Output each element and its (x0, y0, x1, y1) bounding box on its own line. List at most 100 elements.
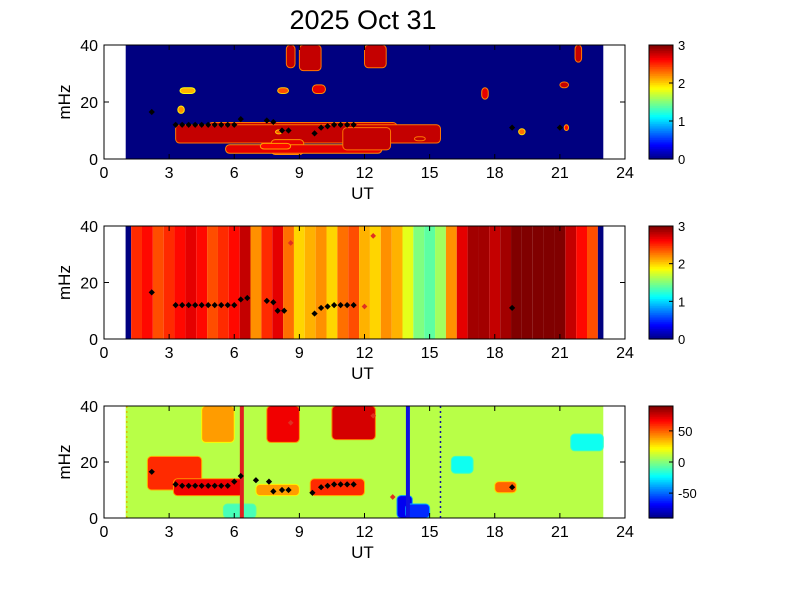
colorbar-segment (649, 130, 673, 133)
colorbar-segment (649, 488, 673, 491)
colorbar-segment (649, 89, 673, 92)
peak-marker (337, 481, 344, 488)
x-tick-label: 9 (295, 165, 304, 182)
heatmap-patch (331, 406, 376, 441)
colorbar-segment (649, 61, 673, 64)
colorbar-segment (649, 62, 673, 66)
x-tick-label: 3 (165, 524, 174, 541)
colorbar-segment (649, 497, 673, 500)
colorbar-segment (649, 233, 673, 236)
x-axis-label: UT (351, 184, 374, 203)
colorbar-segment (649, 59, 673, 62)
peak-marker (344, 301, 351, 309)
colorbar-segment (649, 308, 673, 312)
heatmap-column (489, 226, 501, 339)
heatmap-column (424, 226, 436, 339)
heatmap-column (196, 226, 208, 339)
y-tick-label: 0 (89, 152, 98, 169)
colorbar-segment (649, 289, 673, 292)
heatmap-column (500, 226, 512, 339)
colorbar-segment (649, 85, 673, 89)
colorbar-segment (649, 250, 673, 254)
colorbar-segment (649, 423, 673, 426)
y-tick-label: 0 (89, 332, 98, 349)
colorbar-segment (649, 100, 673, 103)
colorbar-segment (649, 151, 673, 155)
colorbar-segment (649, 507, 673, 510)
colorbar-segment (649, 141, 673, 144)
colorbar-segment (649, 45, 673, 48)
colorbar-segment (649, 502, 673, 505)
heatmap-column (380, 226, 392, 339)
colorbar-segment (649, 337, 673, 340)
colorbar-segment (649, 326, 673, 330)
peak-marker (309, 489, 316, 496)
colorbar-segment (649, 57, 673, 60)
peak-marker (179, 121, 186, 128)
colorbar-segment (649, 132, 673, 135)
colorbar-segment (649, 257, 673, 261)
colorbar-segment (649, 310, 673, 314)
colorbar-segment (649, 78, 673, 82)
peak-marker (192, 121, 199, 128)
peak-marker (344, 481, 351, 488)
colorbar-segment (649, 500, 673, 503)
heatmap-column (141, 226, 153, 339)
x-tick-label: 24 (616, 524, 634, 541)
peak-marker (274, 307, 281, 314)
colorbar-segment (649, 268, 673, 271)
colorbar-segment (649, 229, 673, 232)
colorbar-segment (649, 155, 673, 158)
x-tick-label: 12 (356, 524, 374, 541)
colorbar-segment (649, 430, 673, 433)
colorbar-segment (649, 71, 673, 75)
heatmap-patch (298, 45, 322, 72)
heatmap-column (348, 226, 360, 339)
peak-marker (270, 299, 277, 306)
colorbar-segment (649, 150, 673, 153)
x-tick-label: 21 (551, 524, 569, 541)
heatmap-column (565, 226, 577, 339)
heatmap-column (521, 226, 533, 339)
heatmap-column (131, 226, 142, 339)
colorbar-tick-label: 1 (678, 294, 685, 309)
x-tick-label: 12 (356, 345, 374, 362)
peak-marker (337, 301, 344, 309)
colorbar-segment (649, 435, 673, 439)
y-tick-label: 0 (89, 511, 98, 528)
colorbar-segment (649, 107, 673, 110)
colorbar-segment (649, 137, 673, 141)
colorbar-segment (649, 317, 673, 321)
heatmap-column (217, 226, 229, 339)
colorbar-segment (649, 323, 673, 326)
heatmap-column (413, 226, 425, 339)
heatmap-column (261, 226, 273, 339)
colorbar-segment (649, 241, 673, 245)
colorbar-segment (649, 463, 673, 467)
colorbar-segment (649, 271, 673, 275)
heatmap-patch (481, 87, 489, 100)
colorbar-segment (649, 121, 673, 124)
y-tick-label: 40 (80, 399, 98, 416)
colorbar-segment (649, 66, 673, 69)
colorbar-segment (649, 291, 673, 294)
colorbar-segment (649, 64, 673, 67)
colorbar-segment (649, 467, 673, 470)
colorbar-segment (649, 437, 673, 440)
colorbar-segment (649, 462, 673, 465)
figure-title: 2025 Oct 31 (289, 5, 436, 35)
colorbar-segment (649, 275, 673, 278)
colorbar-segment (649, 303, 673, 307)
colorbar-segment (649, 455, 673, 458)
heatmap-column (369, 226, 381, 339)
peak-marker (224, 121, 231, 128)
peak-marker (252, 477, 260, 484)
heatmap-column (478, 226, 490, 339)
heatmap-patch (364, 45, 387, 69)
colorbar-segment (649, 413, 673, 416)
colorbar-segment (649, 512, 673, 516)
red-marker (361, 303, 368, 310)
colorbar-segment (649, 114, 673, 117)
heatmap-patch (222, 503, 257, 518)
